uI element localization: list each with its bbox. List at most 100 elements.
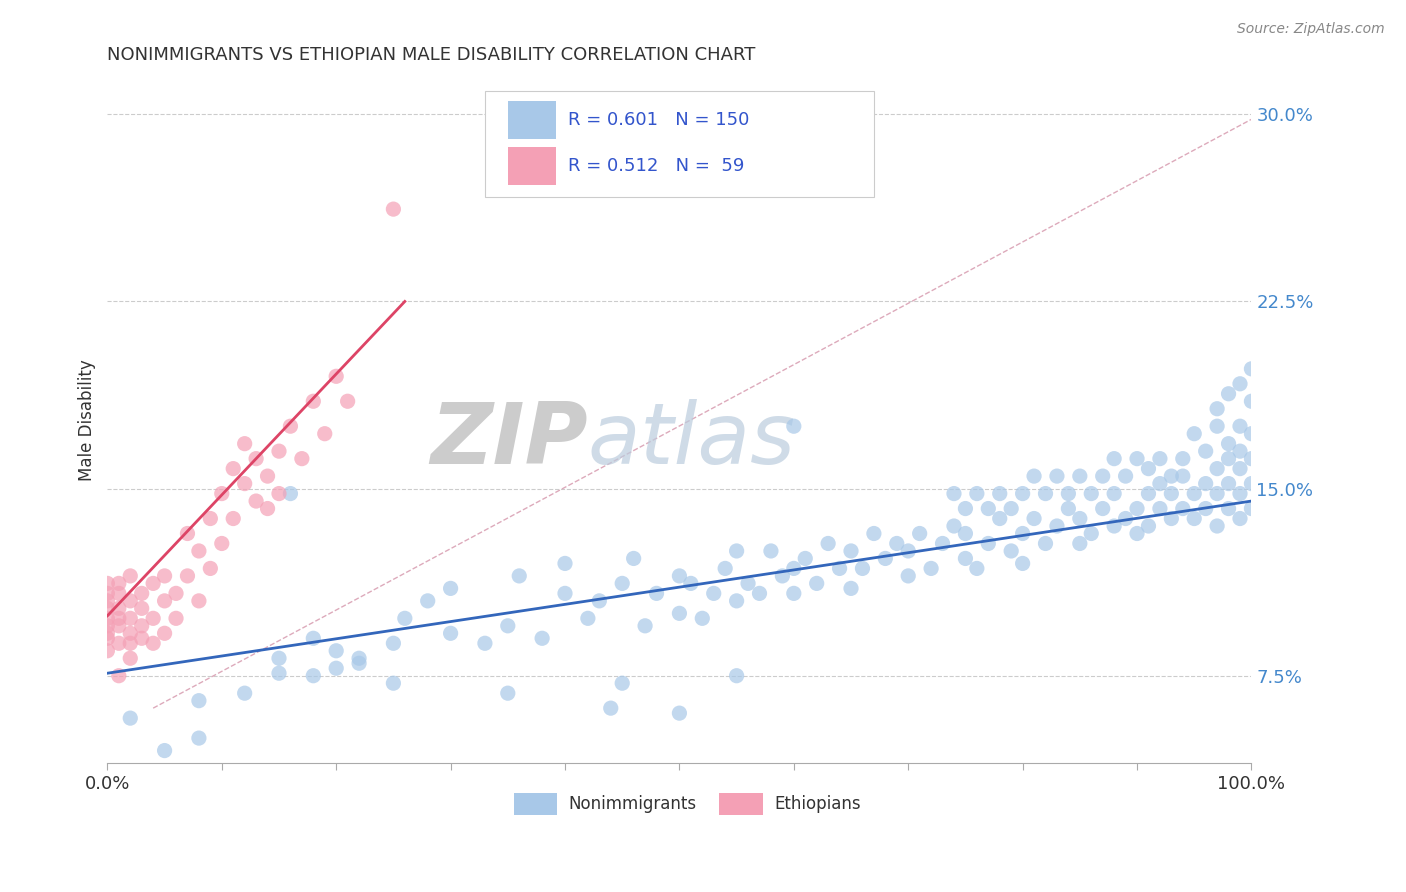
Point [714, 561, 737, 575]
Point [1069, 469, 1091, 483]
Point [1240, 451, 1263, 466]
Point [1149, 501, 1171, 516]
Point [783, 419, 806, 434]
Point [1011, 557, 1033, 571]
Text: R = 0.512   N =  59: R = 0.512 N = 59 [568, 157, 745, 175]
Point [1218, 386, 1240, 401]
Point [474, 636, 496, 650]
Point [977, 536, 1000, 550]
Point [531, 632, 554, 646]
Point [1218, 451, 1240, 466]
Point [302, 632, 325, 646]
Point [554, 586, 576, 600]
Point [347, 657, 370, 671]
Point [256, 501, 278, 516]
Point [131, 619, 153, 633]
Point [382, 676, 405, 690]
Point [1195, 444, 1218, 458]
Point [1206, 519, 1229, 533]
Point [96, 586, 118, 600]
Point [187, 594, 209, 608]
Point [908, 526, 931, 541]
Point [245, 451, 267, 466]
Text: R = 0.601   N = 150: R = 0.601 N = 150 [568, 112, 749, 129]
Point [165, 611, 187, 625]
Point [623, 551, 645, 566]
Point [1206, 486, 1229, 500]
Point [131, 632, 153, 646]
Point [1182, 486, 1205, 500]
Point [1195, 501, 1218, 516]
Point [176, 569, 198, 583]
Point [96, 611, 118, 625]
Point [725, 594, 748, 608]
Point [1115, 469, 1137, 483]
Point [131, 601, 153, 615]
Point [554, 557, 576, 571]
Point [1240, 426, 1263, 441]
Point [142, 576, 165, 591]
Point [1240, 394, 1263, 409]
Point [1000, 544, 1022, 558]
Point [233, 476, 256, 491]
Point [1137, 486, 1160, 500]
Point [1080, 526, 1102, 541]
Bar [513, 793, 557, 814]
Point [1218, 476, 1240, 491]
Point [96, 594, 118, 608]
Point [165, 586, 187, 600]
Point [108, 576, 131, 591]
Point [439, 582, 461, 596]
Point [725, 669, 748, 683]
Point [1229, 419, 1251, 434]
Point [267, 486, 290, 500]
Point [96, 619, 118, 633]
Point [1011, 526, 1033, 541]
Point [1035, 486, 1057, 500]
Point [737, 576, 759, 591]
Point [897, 569, 920, 583]
Point [668, 607, 690, 621]
Text: ZIP: ZIP [430, 399, 588, 482]
Text: NONIMMIGRANTS VS ETHIOPIAN MALE DISABILITY CORRELATION CHART: NONIMMIGRANTS VS ETHIOPIAN MALE DISABILI… [107, 46, 756, 64]
Point [759, 544, 782, 558]
Point [1102, 486, 1125, 500]
Point [955, 526, 977, 541]
Point [508, 569, 530, 583]
Point [1069, 536, 1091, 550]
Point [1171, 501, 1194, 516]
Point [120, 611, 142, 625]
Point [668, 706, 690, 720]
Point [120, 636, 142, 650]
Point [222, 511, 245, 525]
Point [725, 544, 748, 558]
Point [1057, 501, 1080, 516]
Point [1182, 511, 1205, 525]
Point [1091, 501, 1114, 516]
Point [634, 619, 657, 633]
Point [291, 451, 314, 466]
Point [233, 686, 256, 700]
Text: Nonimmigrants: Nonimmigrants [568, 795, 696, 813]
Point [1240, 476, 1263, 491]
Point [382, 202, 405, 216]
Point [863, 526, 886, 541]
Point [977, 501, 1000, 516]
Point [153, 743, 176, 757]
Point [576, 611, 599, 625]
Point [267, 666, 290, 681]
Point [1160, 469, 1182, 483]
Point [1035, 536, 1057, 550]
Point [1126, 501, 1149, 516]
Point [679, 576, 702, 591]
Point [612, 576, 634, 591]
Point [302, 669, 325, 683]
Point [187, 544, 209, 558]
Bar [508, 147, 555, 185]
Point [955, 551, 977, 566]
Point [1182, 426, 1205, 441]
Point [851, 561, 873, 575]
Point [748, 586, 770, 600]
Point [267, 444, 290, 458]
Point [783, 561, 806, 575]
